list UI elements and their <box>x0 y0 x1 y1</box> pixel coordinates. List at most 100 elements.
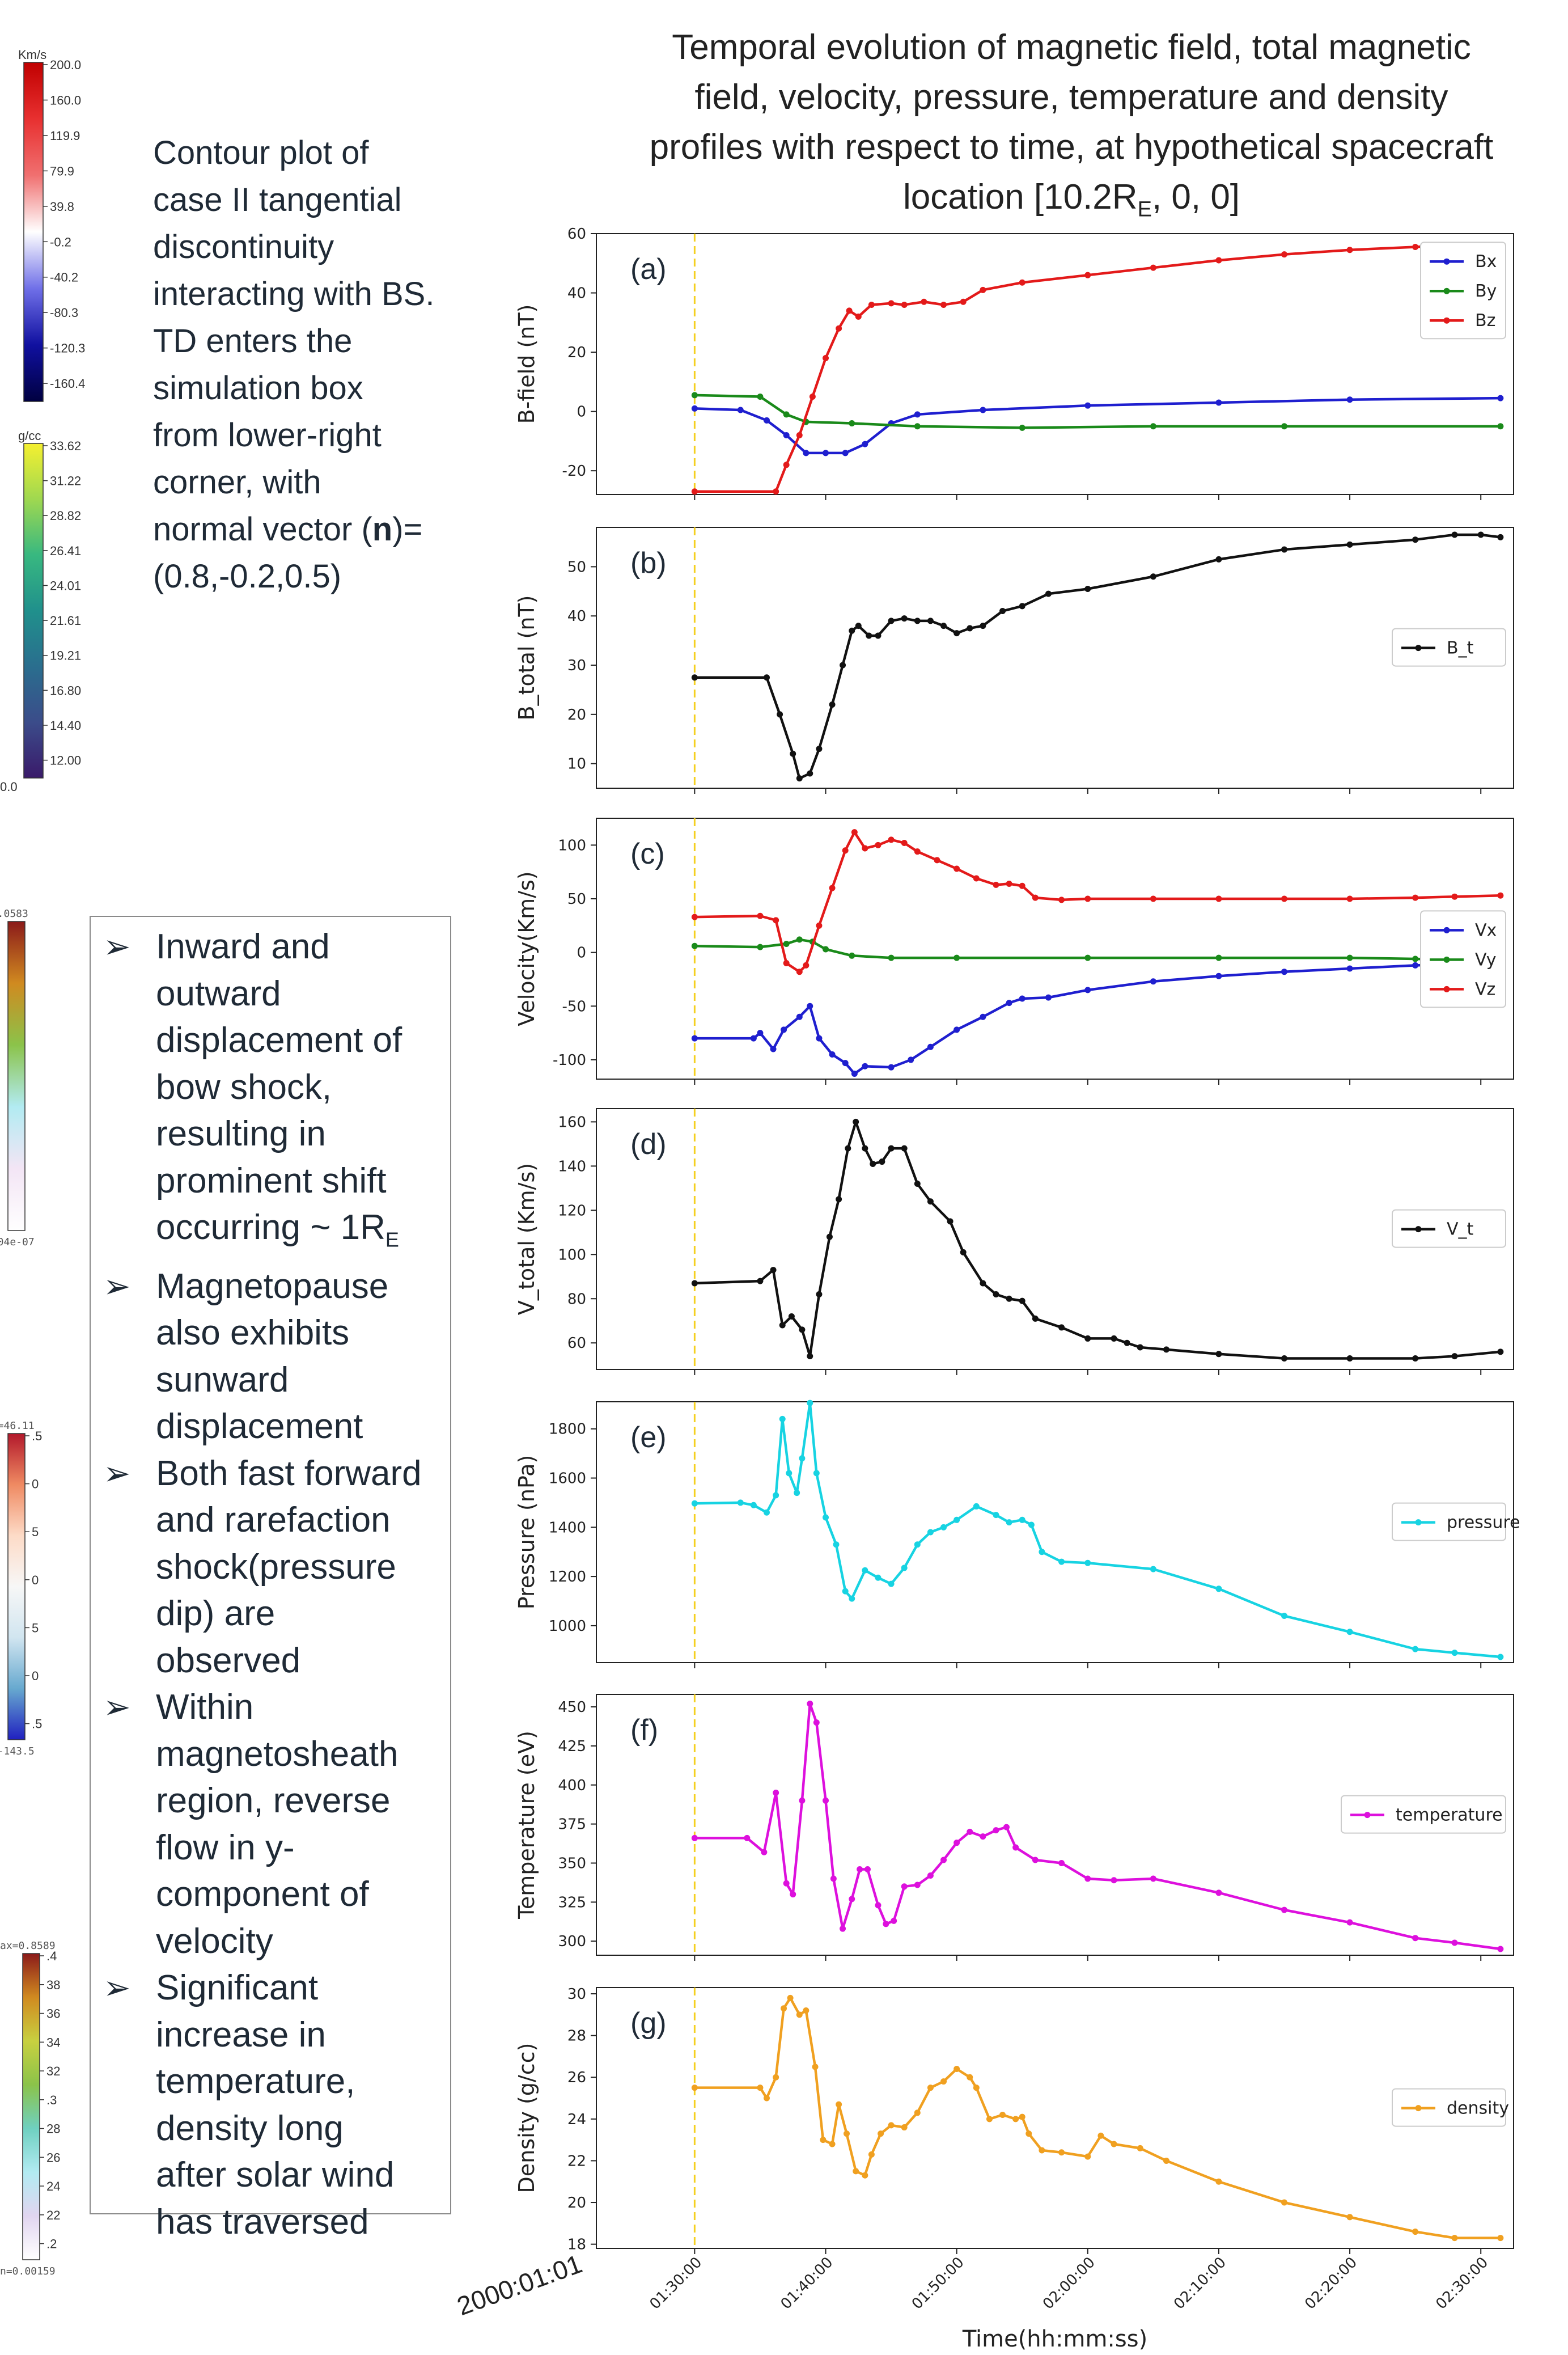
data-point <box>1058 2149 1065 2156</box>
data-point <box>1032 1857 1039 1863</box>
data-point <box>763 417 770 424</box>
note-line: from lower-right <box>153 417 382 454</box>
x-tick-label: 02:30:00 <box>1433 2254 1491 2313</box>
data-point <box>875 1902 882 1909</box>
data-point <box>691 405 698 412</box>
data-point <box>1215 399 1222 406</box>
data-point <box>1451 1939 1458 1946</box>
plot-frame <box>596 1987 1514 2249</box>
y-tick-label: -100 <box>553 1052 586 1069</box>
y-tick-label: 1000 <box>549 1618 586 1635</box>
data-point <box>829 2141 836 2147</box>
data-point <box>1412 244 1419 251</box>
data-point <box>820 2137 827 2143</box>
data-point <box>1346 965 1353 972</box>
note-line: corner, with <box>153 464 321 501</box>
data-point <box>826 1233 833 1240</box>
y-axis-label: B_total (nT) <box>514 595 539 721</box>
date-label: 2000:01:01 <box>453 2249 586 2322</box>
plot-frame <box>596 527 1514 789</box>
colorbar-tick-label: .2 <box>46 2237 57 2251</box>
data-point <box>862 845 868 852</box>
data-point <box>773 917 779 924</box>
data-point <box>1215 954 1222 961</box>
data-point <box>927 618 934 624</box>
legend-marker <box>1364 1812 1371 1819</box>
data-point <box>1346 1355 1353 1362</box>
data-point <box>807 1353 813 1360</box>
data-point <box>888 300 895 307</box>
data-point <box>796 432 803 438</box>
data-point <box>803 2007 810 2014</box>
data-point <box>1281 546 1287 553</box>
data-point <box>1084 272 1091 278</box>
data-point <box>862 1063 868 1069</box>
data-point <box>1028 1521 1035 1528</box>
note-vector: (0.8,-0.2,0.5) <box>153 558 342 595</box>
data-point <box>1039 1549 1045 1555</box>
data-point <box>1084 987 1091 993</box>
data-point <box>1019 1297 1025 1304</box>
data-point <box>1058 1324 1065 1331</box>
data-point <box>842 450 849 456</box>
chart-panel: -100 -50 0 50 100 Velocity(Km/s) (c) Vx Vy Vz <box>514 818 1514 1085</box>
data-point <box>901 1565 908 1571</box>
colorbar-tick-label: 39.8 <box>50 200 74 214</box>
data-point <box>914 1882 921 1888</box>
colorbar-tick-label: .3 <box>46 2093 57 2107</box>
y-tick-label: 325 <box>558 1894 586 1911</box>
data-point <box>813 1470 820 1477</box>
arrow-bullet-icon: ➢ <box>103 928 131 965</box>
data-point <box>980 1833 986 1840</box>
colorbars: 200.0 160.0 119.9 79.9 39.8 -0.2 -40.2 -80.3 -12… <box>0 48 85 2277</box>
data-point <box>773 2074 779 2081</box>
y-tick-label: 450 <box>558 1699 586 1716</box>
y-tick-label: 20 <box>567 2195 586 2212</box>
data-point <box>757 944 764 950</box>
data-point <box>1163 2157 1169 2164</box>
data-point <box>807 770 813 777</box>
data-point <box>973 875 980 882</box>
note-line: case II tangential <box>153 181 402 218</box>
data-point <box>1084 1335 1091 1342</box>
data-point <box>1032 894 1039 901</box>
data-point <box>1163 1346 1169 1353</box>
data-point <box>757 2085 764 2091</box>
data-point <box>829 701 836 708</box>
x-tick-label: 02:20:00 <box>1302 2254 1361 2313</box>
data-point <box>783 411 790 418</box>
data-point <box>1477 531 1484 538</box>
chart-panel: 10 20 30 40 50 B_total (nT) (b) B_t <box>514 527 1514 794</box>
data-point <box>750 1502 757 1508</box>
y-tick-label: 22 <box>567 2153 586 2170</box>
data-point <box>842 1060 849 1067</box>
data-point <box>796 969 803 975</box>
panel-label: (c) <box>630 838 665 870</box>
y-tick-label: 10 <box>567 756 586 773</box>
data-point <box>993 1291 999 1297</box>
data-point <box>783 940 790 947</box>
data-point <box>750 1035 757 1042</box>
data-point <box>794 1490 800 1496</box>
data-point <box>901 1145 908 1152</box>
data-point <box>1111 2141 1117 2147</box>
data-point <box>1045 590 1052 597</box>
data-point <box>953 865 960 872</box>
data-point <box>927 1043 934 1050</box>
data-point <box>940 623 947 629</box>
data-point <box>799 1326 806 1333</box>
data-point <box>960 298 967 305</box>
data-point <box>993 881 999 888</box>
colorbar-tick-label: 28.82 <box>50 509 81 523</box>
data-point <box>914 423 921 430</box>
note-normal-line: normal vector (n)= <box>153 511 423 548</box>
data-point <box>1215 1585 1222 1592</box>
y-tick-label: 100 <box>558 837 586 854</box>
chart-panel: 60 80 100 120 140 160 V_total (Km/s) (d) V_t <box>514 1108 1514 1375</box>
y-tick-label: 80 <box>567 1291 586 1308</box>
data-point <box>1281 1355 1287 1362</box>
data-point <box>851 1071 858 1077</box>
data-point <box>843 2130 850 2137</box>
data-point <box>875 842 882 848</box>
data-point <box>999 2111 1006 2118</box>
